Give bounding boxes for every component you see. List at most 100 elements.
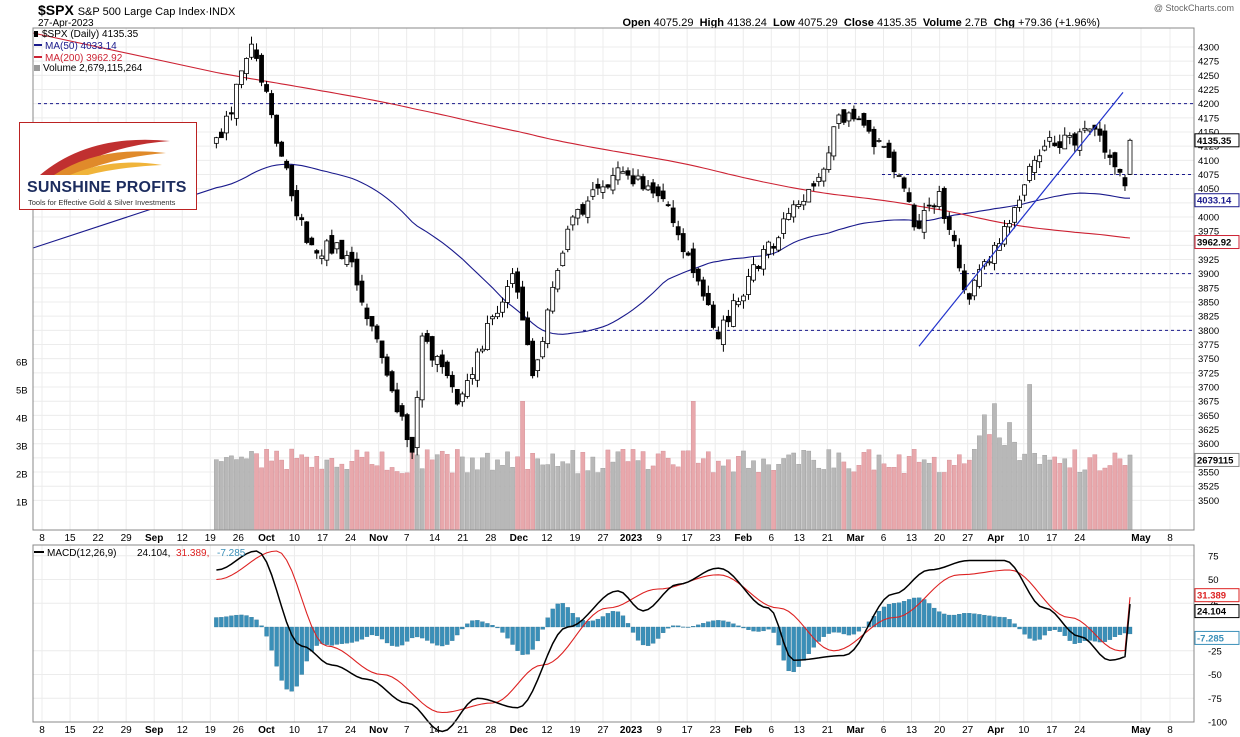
volume-tick-label: 5B (16, 386, 28, 397)
x-tick-label: 12 (177, 533, 189, 544)
volume-bar (896, 454, 902, 531)
macd-histogram-bar (645, 626, 651, 646)
volume-bar (239, 456, 244, 531)
macd-histogram-bar (917, 597, 922, 628)
price-tick-label: 4200 (1198, 99, 1219, 110)
macd-histogram-bar (691, 626, 696, 628)
price-tick-label: 3500 (1198, 496, 1219, 507)
macd-histogram-bar (816, 626, 821, 642)
x-tick-label-macd: 28 (485, 725, 497, 736)
macd-histogram-bar (681, 626, 686, 628)
volume-bar (906, 456, 912, 531)
candle-down (700, 279, 706, 297)
price-tick-label: 3875 (1198, 283, 1219, 294)
volume-bar (495, 459, 500, 531)
volume-bar (670, 464, 676, 531)
volume-bar (580, 452, 586, 531)
candle-up (334, 242, 340, 250)
macd-histogram-bar (560, 603, 565, 628)
candle-down (650, 182, 656, 194)
macd-histogram-bar (846, 626, 852, 636)
volume-bar (575, 473, 581, 531)
x-tick-label-macd: 26 (233, 725, 245, 736)
candle-up (1022, 184, 1027, 196)
volume-bar (324, 459, 330, 531)
volume-bar (229, 455, 234, 531)
candle-up (977, 269, 982, 287)
candle-up (786, 213, 792, 220)
candle-down (364, 307, 370, 320)
volume-bar (926, 462, 932, 531)
price-tick-label: 3600 (1198, 439, 1219, 450)
x-tick-label: 21 (822, 533, 834, 544)
volume-bar (414, 454, 420, 531)
volume-bar (721, 465, 726, 531)
macd-histogram-bar (731, 623, 736, 628)
macd-histogram-bar (219, 617, 224, 628)
volume-bar (675, 466, 681, 531)
price-tick-label: 4300 (1198, 43, 1219, 54)
price-tick-label: 3800 (1198, 326, 1219, 337)
price-tick-label: 3550 (1198, 468, 1219, 479)
candle-down (941, 187, 947, 219)
candle-up (505, 286, 510, 303)
macd-tick-label: -75 (1208, 694, 1222, 705)
candle-down (289, 164, 295, 197)
legend-hist-value: -7.285 (217, 548, 246, 559)
volume-bar (1087, 457, 1093, 531)
legend-signal-value: 31.389, (176, 548, 209, 559)
candle-up (223, 115, 229, 134)
price-tick-label: 4175 (1198, 113, 1219, 124)
macd-badge-box (1194, 604, 1240, 619)
candle-up (324, 240, 330, 261)
macd-histogram-bar (425, 626, 430, 641)
volume-bar (515, 456, 520, 531)
volume-bar (299, 454, 305, 531)
candle-down (404, 414, 410, 441)
candle-up (545, 309, 551, 344)
macd-tick-label: -100 (1208, 718, 1227, 729)
x-tick-label-macd: 7 (404, 725, 410, 736)
signal-line (216, 550, 1131, 714)
price-tick-label: 3625 (1198, 425, 1219, 436)
x-tick-label: 8 (39, 533, 45, 544)
macd-histogram-bar (686, 626, 691, 628)
volume-bar (550, 453, 555, 531)
candle-up (731, 300, 736, 327)
volume-bar (475, 469, 480, 531)
close-badge: 4135.35 (1197, 136, 1232, 147)
macd-histogram-bar (520, 626, 525, 655)
macd-histogram-bar (480, 621, 485, 628)
candle-up (816, 176, 822, 183)
legend-price-swatch (34, 31, 38, 37)
volume-bar (525, 469, 530, 531)
volume-bar (766, 464, 771, 531)
volume-bar (269, 460, 274, 531)
volume-bar (640, 451, 646, 531)
ma200-badge-box (1194, 235, 1240, 250)
x-tick-label-macd: 12 (541, 725, 553, 736)
volume-bar (831, 467, 837, 531)
volume-bar (1122, 465, 1128, 531)
volume-bar (610, 461, 616, 531)
x-tick-label-macd: 10 (1018, 725, 1030, 736)
macd-histogram-bar (896, 602, 902, 628)
candle-up (565, 228, 571, 251)
volume-tick-label: 2B (16, 470, 28, 481)
volume-bar (334, 466, 340, 531)
macd-histogram-bar (239, 614, 244, 628)
volume-bar (615, 451, 621, 531)
volume-bar (1092, 454, 1098, 531)
candle-down (444, 361, 450, 377)
macd-histogram-bar (259, 625, 264, 628)
volume-bar (399, 473, 405, 531)
x-tick-label: 24 (345, 533, 357, 544)
volume-bar (987, 434, 992, 531)
x-tick-label: 20 (934, 533, 946, 544)
candle-up (1067, 135, 1073, 138)
candle-up (485, 323, 490, 351)
candle-down (1117, 168, 1123, 173)
volume-bar (394, 471, 400, 531)
macd-histogram-bar (324, 626, 329, 645)
